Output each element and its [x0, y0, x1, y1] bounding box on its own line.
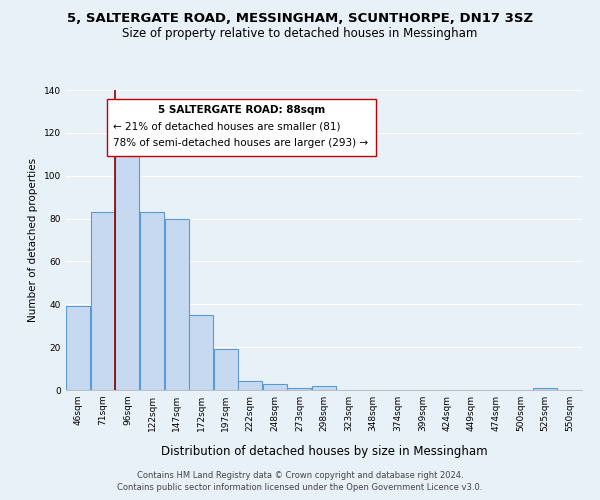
Text: ← 21% of detached houses are smaller (81): ← 21% of detached houses are smaller (81… [113, 122, 341, 132]
X-axis label: Distribution of detached houses by size in Messingham: Distribution of detached houses by size … [161, 445, 487, 458]
Bar [115, 154, 139, 390]
Bar [214, 350, 238, 390]
Bar [533, 388, 557, 390]
Bar [312, 386, 336, 390]
FancyBboxPatch shape [107, 99, 376, 156]
Text: Contains HM Land Registry data © Crown copyright and database right 2024.: Contains HM Land Registry data © Crown c… [137, 471, 463, 480]
Text: Size of property relative to detached houses in Messingham: Size of property relative to detached ho… [122, 28, 478, 40]
Text: 5, SALTERGATE ROAD, MESSINGHAM, SCUNTHORPE, DN17 3SZ: 5, SALTERGATE ROAD, MESSINGHAM, SCUNTHOR… [67, 12, 533, 26]
Bar [91, 212, 115, 390]
Bar [140, 212, 164, 390]
Bar [164, 218, 188, 390]
Text: 5 SALTERGATE ROAD: 88sqm: 5 SALTERGATE ROAD: 88sqm [158, 105, 325, 115]
Y-axis label: Number of detached properties: Number of detached properties [28, 158, 38, 322]
Bar [263, 384, 287, 390]
Bar [238, 382, 262, 390]
Bar [189, 315, 213, 390]
Text: 78% of semi-detached houses are larger (293) →: 78% of semi-detached houses are larger (… [113, 138, 368, 148]
Text: Contains public sector information licensed under the Open Government Licence v3: Contains public sector information licen… [118, 484, 482, 492]
Bar [287, 388, 311, 390]
Bar [66, 306, 91, 390]
